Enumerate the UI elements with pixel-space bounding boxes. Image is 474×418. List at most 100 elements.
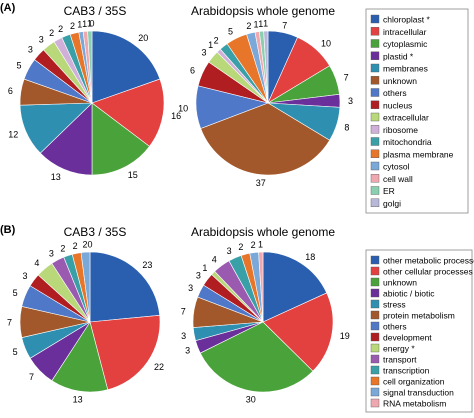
legend-label-unknown: unknown xyxy=(383,76,417,86)
legend-label-plasma-membrane: plasma membrane xyxy=(383,149,454,159)
legend-swatch-other-metabolic-processes xyxy=(370,255,380,265)
pie-slice-rna-metabolism xyxy=(258,251,264,323)
pie-slice-intracellular xyxy=(91,78,165,147)
slice-label-plasma-membrane: 5 xyxy=(228,27,233,37)
slice-label-other-metabolic-processes: 18 xyxy=(305,252,315,262)
slice-label-others: 3 xyxy=(188,283,193,293)
legend-swatch-stress xyxy=(370,299,380,309)
legend-swatch-protein-metabolism xyxy=(370,310,380,320)
slice-label-plastid: 13 xyxy=(51,172,61,182)
slice-label-rna-metabolism: 1 xyxy=(258,240,263,250)
panel-a: (A) CAB3 / 35S Arabidopsis whole genome … xyxy=(0,2,469,214)
slice-label-chloroplast: 7 xyxy=(282,20,287,30)
legend-label-others: others xyxy=(383,322,407,332)
legend-label-other-metabolic-processes: other metabolic processes xyxy=(383,256,474,266)
legend-label-others: others xyxy=(383,88,407,98)
slice-label-transcription: 2 xyxy=(60,244,65,254)
legend-label-cytoplasmic: cytoplasmic xyxy=(383,39,428,49)
legend-label-er: ER xyxy=(383,186,395,196)
slice-label-mitochondria: 2 xyxy=(214,36,219,46)
panel-b-letter: (B) xyxy=(0,224,16,236)
slice-label-er: 1 xyxy=(258,19,263,29)
slice-label-ribosome: 2 xyxy=(49,28,54,38)
panel-a-legend: chloroplast * intracellular cytoplasmic pla… xyxy=(365,8,469,214)
slice-label-unknown: 13 xyxy=(73,395,83,405)
slice-label-protein-metabolism: 7 xyxy=(181,306,186,316)
pie-slice-golgi xyxy=(263,30,269,104)
slice-label-chloroplast: 20 xyxy=(138,33,148,43)
slice-label-golgi: 0 xyxy=(89,19,94,29)
slice-label-plastid: 3 xyxy=(348,96,353,106)
legend-swatch-extracellular xyxy=(370,112,380,122)
pie-slice-unknown xyxy=(199,321,314,393)
legend-swatch-cytoplasmic xyxy=(370,39,380,48)
slice-label-membranes: 8 xyxy=(344,122,349,132)
slice-label-cell-wall: 1 xyxy=(253,19,258,29)
legend-label-mitochondria: mitochondria xyxy=(383,137,432,147)
legend-label-development: development xyxy=(383,333,432,343)
legend-label-stress: stress xyxy=(383,300,406,310)
legend-label-rna-metabolism: RNA metabolism xyxy=(383,399,446,409)
slice-label-development: 3 xyxy=(196,270,201,280)
legend-swatch-transport xyxy=(370,354,380,364)
legend-swatch-intracellular xyxy=(370,27,380,36)
slice-label-others: 5 xyxy=(16,61,21,71)
legend-label-unknown: unknown xyxy=(383,278,417,288)
slice-label-protein-metabolism: 7 xyxy=(7,318,12,328)
legend-swatch-energy xyxy=(370,343,380,353)
slice-label-transport: 4 xyxy=(212,255,217,265)
slice-label-stress: 5 xyxy=(13,347,18,357)
legend-swatch-abiotic-biotic xyxy=(370,288,380,298)
slice-label-extracellular: 3 xyxy=(201,47,206,57)
legend-label-cytosol: cytosol xyxy=(383,162,410,172)
legend-swatch-development xyxy=(370,332,380,342)
legend-label-chloroplast: chloroplast * xyxy=(383,15,430,25)
legend-swatch-cell-organization xyxy=(370,376,380,386)
slice-label-stress: 3 xyxy=(181,331,186,341)
slice-label-transport: 3 xyxy=(49,248,54,258)
slice-label-development: 3 xyxy=(22,271,27,281)
legend-swatch-other-cellular-processes xyxy=(370,266,380,276)
slice-label-mitochondria: 2 xyxy=(58,24,63,34)
slice-label-intracellular: 16 xyxy=(171,111,181,121)
panel-b: (B) CAB3 / 35S Arabidopsis whole genome … xyxy=(0,224,474,413)
legend-label-transport: transport xyxy=(383,355,417,365)
legend-label-cell-organization: cell organization xyxy=(383,377,445,387)
slice-label-membranes: 12 xyxy=(8,130,18,140)
slice-label-ribosome: 1 xyxy=(208,40,213,50)
slice-label-signal-transduction: 2 xyxy=(251,240,256,250)
pie-slice-unknown xyxy=(51,321,109,393)
legend-swatch-ribosome xyxy=(370,125,380,134)
legend-label-plastid: plastid * xyxy=(383,51,414,61)
slice-label-golgi: 1 xyxy=(263,19,268,29)
slice-label-extracellular: 3 xyxy=(39,35,44,45)
legend-label-protein-metabolism: protein metabolism xyxy=(383,311,455,321)
legend-label-other-cellular-processes: other cellular processes xyxy=(383,267,473,277)
legend-swatch-transcription xyxy=(370,365,380,375)
legend-swatch-nucleus xyxy=(370,100,380,110)
pie-slice-unknown xyxy=(200,102,331,176)
pie-slice-other-metabolic-processes xyxy=(89,251,161,323)
legend-label-membranes: membranes xyxy=(383,64,428,74)
legend-swatch-signal-transduction xyxy=(370,387,380,397)
legend-label-transcription: transcription xyxy=(383,366,430,376)
legend-label-extracellular: extracellular xyxy=(383,113,429,123)
slice-label-cytosol: 2 xyxy=(246,21,251,31)
legend-swatch-cytosol xyxy=(370,161,380,171)
slice-label-nucleus: 6 xyxy=(190,66,195,76)
slice-label-energy: 4 xyxy=(34,258,39,268)
slice-label-plasma-membrane: 2 xyxy=(70,21,75,31)
legend-label-cell-wall: cell wall xyxy=(383,174,413,184)
slice-label-cell-wall: 1 xyxy=(82,19,87,29)
slice-label-intracellular: 10 xyxy=(321,39,331,49)
slice-label-rna-metabolism: 0 xyxy=(87,240,92,250)
slice-label-transcription: 3 xyxy=(227,246,232,256)
legend-label-golgi: golgi xyxy=(383,198,401,208)
legend-box xyxy=(365,8,469,214)
pie-slice-other-cellular-processes xyxy=(89,314,161,391)
slice-label-er: 1 xyxy=(87,19,92,29)
slice-label-cell-organization: 2 xyxy=(73,241,78,251)
